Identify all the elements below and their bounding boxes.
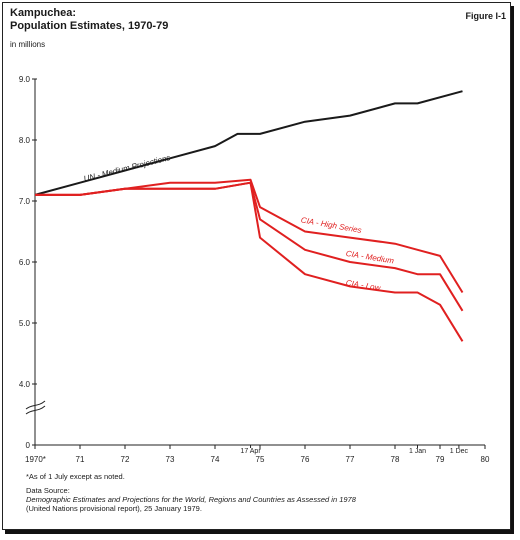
x-tick-label: 80 [481, 455, 490, 464]
y-tick-label: 9.0 [19, 75, 31, 84]
date-annotation: 1 Jan [409, 448, 426, 455]
date-annotation: 17 Apr [240, 448, 261, 455]
figure-frame [2, 2, 511, 530]
x-tick-label: 1970* [25, 455, 46, 464]
x-tick-label: 73 [166, 455, 175, 464]
x-tick-label: 74 [211, 455, 220, 464]
series-label: CIA - Low [345, 278, 382, 293]
source-heading: Data Source: [26, 486, 70, 495]
footnote: *As of 1 July except as noted. [26, 472, 125, 481]
series-line [34, 90, 463, 196]
chart-subtitle: Population Estimates, 1970-79 [10, 20, 169, 32]
chart-title: Kampuchea: [10, 7, 77, 19]
x-tick-label: 72 [121, 455, 130, 464]
x-tick-label: 71 [76, 455, 85, 464]
axis-break-mark [25, 400, 46, 410]
axis-break-mark [25, 405, 46, 415]
x-tick-label: 79 [436, 455, 445, 464]
y-axis-unit-label: in millions [10, 40, 46, 49]
date-annotation: 1 Dec [450, 448, 469, 455]
y-tick-label: 0 [26, 441, 31, 450]
y-tick-label: 8.0 [19, 136, 31, 145]
x-tick-label: 78 [391, 455, 400, 464]
figure-label: Figure I-1 [465, 11, 506, 21]
series-line [35, 181, 464, 342]
x-tick-label: 75 [256, 455, 265, 464]
y-tick-label: 5.0 [19, 319, 31, 328]
y-tick-label: 6.0 [19, 258, 31, 267]
source-citation: Demographic Estimates and Projections fo… [26, 495, 356, 504]
y-tick-label: 7.0 [19, 197, 31, 206]
x-tick-label: 77 [346, 455, 355, 464]
y-tick-label: 4.0 [19, 380, 31, 389]
series-label: UN - Medium Projections [83, 153, 171, 183]
x-tick-label: 76 [301, 455, 310, 464]
series-line [35, 178, 464, 294]
source-citation-detail: (United Nations provisional report), 25 … [26, 504, 202, 513]
